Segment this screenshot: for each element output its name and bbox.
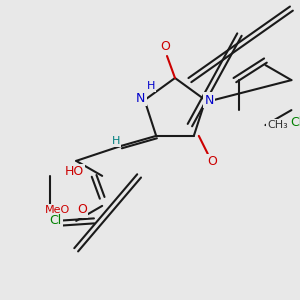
Text: Cl: Cl [290, 116, 300, 129]
Text: MeO: MeO [45, 205, 70, 215]
Text: O: O [77, 203, 87, 216]
Text: N: N [136, 92, 145, 105]
Text: H: H [146, 81, 155, 91]
Text: HO: HO [65, 165, 84, 178]
Text: N: N [205, 94, 214, 106]
Text: H: H [112, 136, 120, 146]
Text: O: O [207, 155, 217, 168]
Text: O: O [160, 40, 170, 52]
Text: Cl: Cl [49, 214, 61, 227]
Text: CH₃: CH₃ [267, 120, 288, 130]
